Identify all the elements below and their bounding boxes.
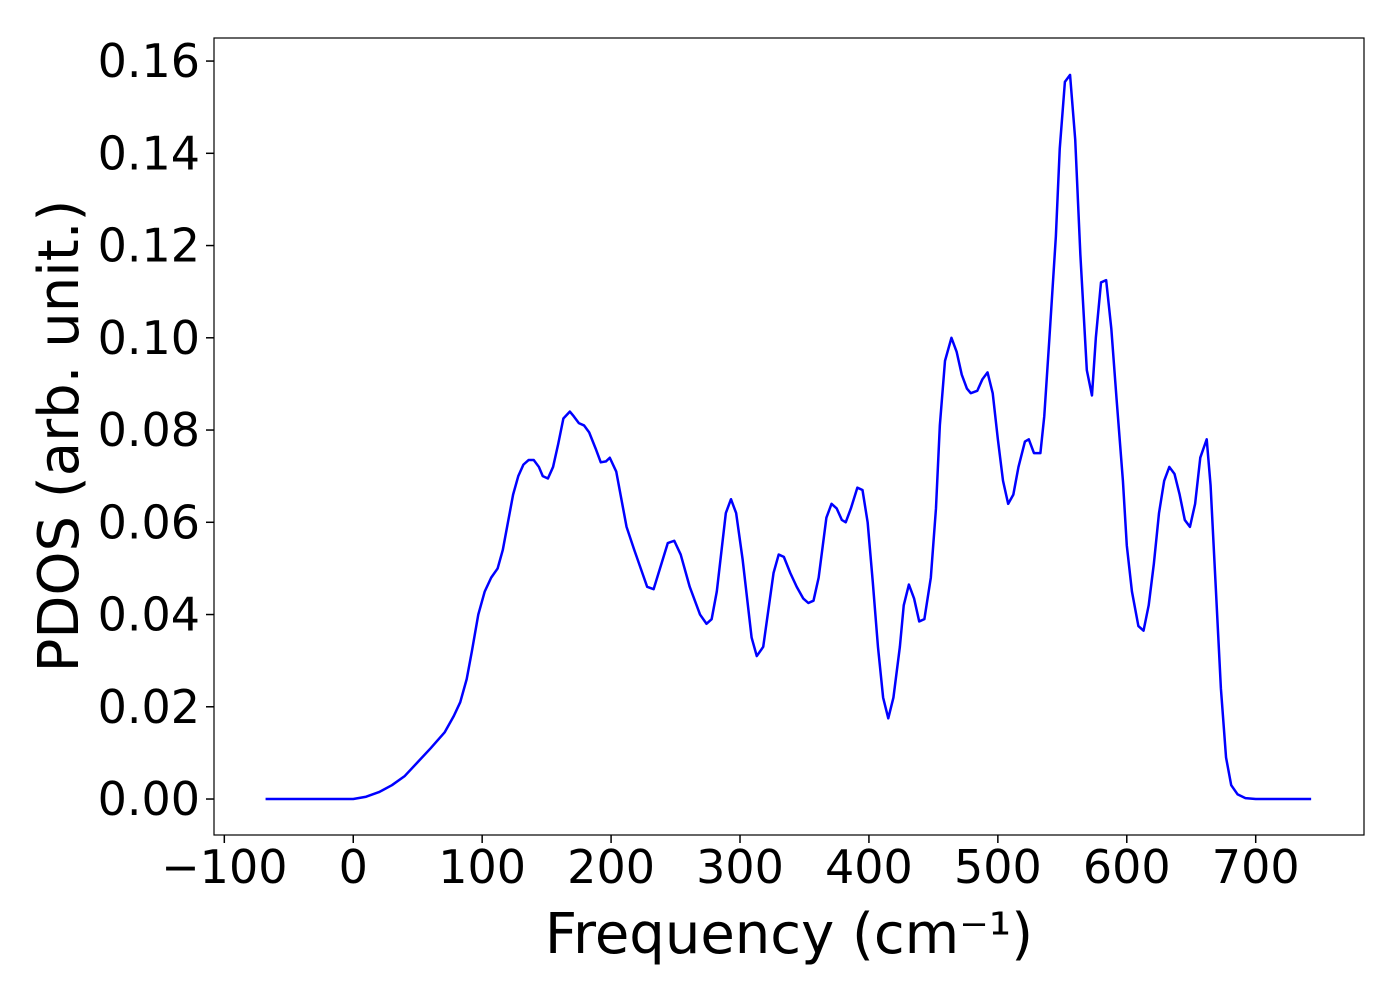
x-tick-label: 600 — [1083, 840, 1171, 894]
y-tick-label: 0.02 — [98, 680, 200, 734]
x-tick-label: 700 — [1212, 840, 1300, 894]
y-tick-label: 0.14 — [98, 126, 200, 180]
y-tick-label: 0.00 — [98, 772, 200, 826]
plot-frame — [213, 37, 1365, 836]
y-tick-label: 0.04 — [98, 588, 200, 642]
y-tick-label: 0.10 — [98, 311, 200, 365]
y-tick-label: 0.08 — [98, 403, 200, 457]
y-tick-label: 0.16 — [98, 34, 200, 88]
x-tick-label: 0 — [339, 840, 368, 894]
x-tick-label: 300 — [696, 840, 784, 894]
x-tick-label: 500 — [954, 840, 1042, 894]
data-line — [265, 73, 1312, 801]
x-axis-label: Frequency (cm⁻¹) — [545, 902, 1033, 967]
x-tick-label: −100 — [161, 840, 287, 894]
x-tick-label: 200 — [567, 840, 655, 894]
y-axis-label: PDOS (arb. unit.) — [27, 200, 92, 673]
x-tick-label: 100 — [438, 840, 526, 894]
x-tick-label: 400 — [825, 840, 913, 894]
y-tick-label: 0.06 — [98, 495, 200, 549]
y-tick-label: 0.12 — [98, 219, 200, 273]
